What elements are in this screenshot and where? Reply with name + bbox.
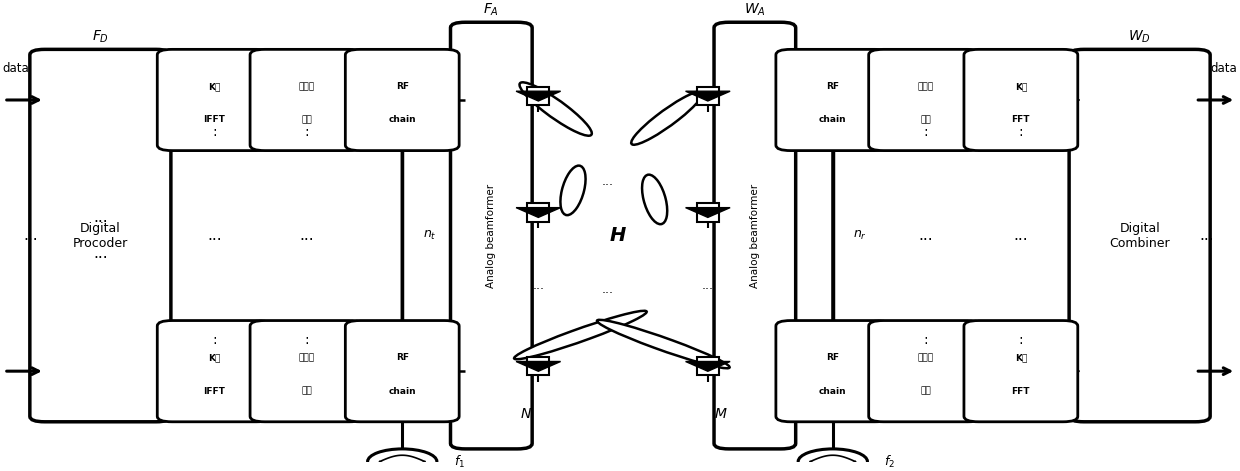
Text: N: N	[521, 407, 531, 422]
Text: ...: ...	[601, 284, 614, 296]
Polygon shape	[516, 362, 560, 371]
Text: K点: K点	[1014, 353, 1027, 362]
FancyBboxPatch shape	[869, 49, 982, 151]
Text: ...: ...	[1013, 228, 1028, 243]
Text: ...: ...	[601, 175, 614, 188]
Text: 去循环: 去循环	[918, 82, 934, 91]
Bar	[697, 357, 719, 375]
Polygon shape	[686, 362, 730, 371]
Text: $n_t$: $n_t$	[423, 229, 436, 242]
Text: K点: K点	[1014, 82, 1027, 91]
Text: ...: ...	[532, 279, 544, 292]
Text: ...: ...	[300, 228, 314, 243]
Bar	[527, 87, 549, 105]
Text: chain: chain	[388, 115, 417, 124]
Text: :: :	[305, 125, 309, 138]
Ellipse shape	[596, 320, 729, 368]
Bar	[527, 203, 549, 221]
FancyBboxPatch shape	[869, 321, 982, 422]
Text: RF: RF	[826, 353, 839, 362]
Text: $F_D$: $F_D$	[92, 29, 109, 45]
Text: $n_r$: $n_r$	[853, 229, 867, 242]
Text: :: :	[1018, 125, 1023, 138]
Text: :: :	[305, 333, 309, 347]
Text: Analog beamformer: Analog beamformer	[750, 184, 760, 288]
Text: ...: ...	[93, 210, 108, 225]
Bar	[697, 87, 719, 105]
FancyBboxPatch shape	[157, 49, 272, 151]
Text: data: data	[2, 62, 30, 75]
Text: IFFT: IFFT	[203, 387, 226, 396]
Text: ...: ...	[24, 228, 38, 243]
Circle shape	[799, 449, 868, 471]
FancyBboxPatch shape	[157, 321, 272, 422]
FancyBboxPatch shape	[1069, 49, 1210, 422]
Text: 去循环: 去循环	[918, 353, 934, 362]
Text: M: M	[714, 407, 727, 422]
FancyBboxPatch shape	[345, 49, 459, 151]
Text: Digital
Procoder: Digital Procoder	[73, 221, 128, 250]
Text: 前缀: 前缀	[301, 387, 312, 396]
Text: chain: chain	[818, 115, 847, 124]
Ellipse shape	[642, 175, 667, 224]
FancyBboxPatch shape	[250, 49, 363, 151]
Text: data: data	[1210, 62, 1238, 75]
Text: Digital
Combiner: Digital Combiner	[1110, 221, 1171, 250]
Text: $f_2$: $f_2$	[884, 454, 895, 470]
Polygon shape	[516, 208, 560, 218]
FancyBboxPatch shape	[250, 321, 363, 422]
Text: RF: RF	[396, 82, 409, 91]
Text: :: :	[212, 125, 217, 138]
Text: chain: chain	[818, 387, 847, 396]
Ellipse shape	[631, 91, 703, 145]
Ellipse shape	[520, 82, 591, 136]
FancyBboxPatch shape	[714, 22, 796, 449]
Polygon shape	[516, 91, 560, 101]
Text: ...: ...	[1199, 228, 1214, 243]
Polygon shape	[686, 91, 730, 101]
Text: :: :	[924, 333, 928, 347]
FancyBboxPatch shape	[345, 321, 459, 422]
Text: IFFT: IFFT	[203, 115, 226, 124]
Text: 前缀: 前缀	[920, 387, 931, 396]
Text: H: H	[609, 226, 626, 245]
Ellipse shape	[515, 311, 647, 359]
Text: $W_D$: $W_D$	[1128, 29, 1151, 45]
Text: 加循环: 加循环	[299, 82, 315, 91]
FancyBboxPatch shape	[450, 22, 532, 449]
Bar	[527, 357, 549, 375]
Text: RF: RF	[396, 353, 409, 362]
Polygon shape	[686, 208, 730, 218]
Bar	[697, 203, 719, 221]
Text: 前缀: 前缀	[920, 115, 931, 124]
Text: :: :	[212, 333, 217, 347]
Text: ...: ...	[93, 246, 108, 261]
Text: ...: ...	[207, 228, 222, 243]
Text: 加循环: 加循环	[299, 353, 315, 362]
Text: $F_A$: $F_A$	[484, 1, 500, 18]
Text: ...: ...	[919, 228, 932, 243]
FancyBboxPatch shape	[30, 49, 171, 422]
Text: Analog beamformer: Analog beamformer	[486, 184, 496, 288]
FancyBboxPatch shape	[776, 321, 890, 422]
Text: ...: ...	[702, 279, 714, 292]
Text: :: :	[1018, 333, 1023, 347]
Text: :: :	[924, 125, 928, 138]
Circle shape	[367, 449, 436, 471]
Ellipse shape	[560, 166, 585, 215]
Text: $f_1$: $f_1$	[454, 454, 465, 470]
Text: K点: K点	[208, 353, 221, 362]
Text: RF: RF	[826, 82, 839, 91]
Text: chain: chain	[388, 387, 417, 396]
Text: $W_A$: $W_A$	[744, 1, 766, 18]
FancyBboxPatch shape	[776, 49, 890, 151]
Text: FFT: FFT	[1012, 387, 1030, 396]
FancyBboxPatch shape	[963, 49, 1078, 151]
Text: 前缀: 前缀	[301, 115, 312, 124]
FancyBboxPatch shape	[963, 321, 1078, 422]
Text: K点: K点	[208, 82, 221, 91]
Text: FFT: FFT	[1012, 115, 1030, 124]
